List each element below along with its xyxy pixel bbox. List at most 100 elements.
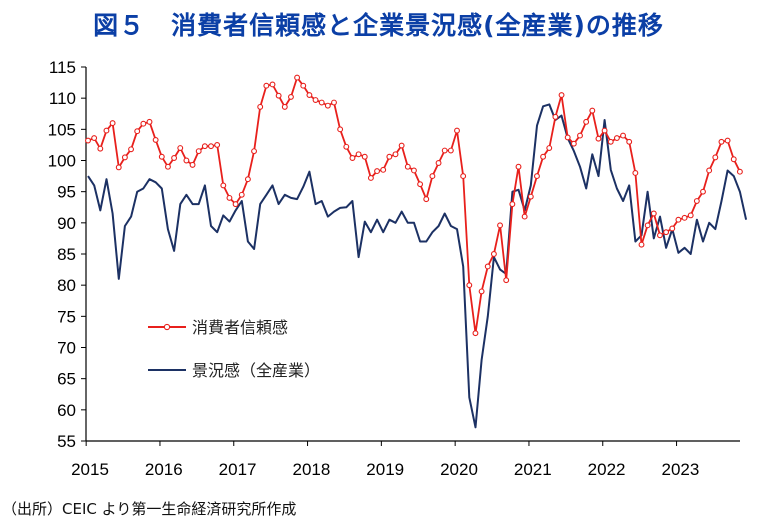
data-point bbox=[577, 132, 583, 139]
y-tick-label: 85 bbox=[57, 245, 76, 264]
data-point bbox=[730, 156, 737, 163]
data-point bbox=[533, 173, 540, 180]
x-tick-label: 2022 bbox=[588, 460, 626, 479]
y-tick-label: 110 bbox=[49, 89, 76, 108]
x-tick-label: 2023 bbox=[661, 460, 699, 479]
data-point bbox=[478, 288, 485, 295]
data-point bbox=[656, 232, 663, 239]
data-point bbox=[374, 168, 380, 175]
data-point bbox=[632, 170, 639, 176]
data-point bbox=[700, 188, 706, 195]
data-point bbox=[244, 176, 251, 183]
data-point bbox=[509, 201, 516, 208]
data-point bbox=[607, 138, 614, 145]
data-point bbox=[638, 241, 645, 248]
data-point bbox=[515, 163, 522, 170]
data-point bbox=[91, 135, 98, 142]
x-tick-label: 2021 bbox=[514, 460, 552, 479]
data-point bbox=[546, 145, 553, 151]
x-tick-label: 2018 bbox=[292, 460, 330, 479]
data-point bbox=[263, 82, 270, 89]
data-point bbox=[288, 93, 294, 100]
data-point bbox=[398, 142, 405, 149]
data-point bbox=[484, 263, 491, 270]
data-point bbox=[626, 138, 633, 145]
data-point bbox=[718, 138, 725, 145]
data-point bbox=[417, 181, 424, 188]
y-tick-label: 55 bbox=[57, 432, 76, 451]
data-point bbox=[736, 168, 743, 175]
x-tick-label: 2017 bbox=[219, 460, 257, 479]
data-point bbox=[435, 160, 442, 166]
data-point bbox=[404, 163, 411, 170]
data-point bbox=[429, 173, 436, 180]
series-lines bbox=[85, 74, 748, 429]
data-point bbox=[558, 92, 565, 99]
data-point bbox=[257, 103, 264, 110]
data-point bbox=[324, 102, 331, 109]
y-tick-label: 80 bbox=[57, 276, 76, 295]
source-note: （出所）CEIC より第一生命経済研究所作成 bbox=[2, 500, 297, 518]
data-point bbox=[109, 120, 116, 127]
data-point bbox=[441, 147, 448, 154]
data-point bbox=[189, 161, 196, 168]
data-point bbox=[669, 225, 676, 232]
data-point bbox=[269, 81, 276, 88]
data-point bbox=[681, 214, 688, 221]
data-point bbox=[386, 153, 393, 160]
data-point bbox=[85, 137, 91, 144]
data-point bbox=[201, 143, 208, 150]
data-point bbox=[275, 92, 282, 99]
data-point bbox=[675, 216, 682, 223]
data-point bbox=[601, 127, 608, 134]
data-point bbox=[613, 135, 620, 142]
legend-label: 景況感（全産業） bbox=[192, 361, 320, 380]
data-point bbox=[503, 277, 510, 284]
legend-label: 消費者信頼感 bbox=[192, 318, 288, 337]
chart-axes bbox=[85, 67, 740, 442]
data-point bbox=[687, 212, 694, 219]
data-point bbox=[447, 147, 454, 154]
data-point bbox=[583, 118, 590, 125]
data-point bbox=[724, 137, 731, 144]
data-point bbox=[589, 107, 596, 114]
data-point bbox=[208, 143, 214, 150]
data-point bbox=[466, 282, 473, 289]
data-point bbox=[706, 167, 713, 174]
data-point bbox=[306, 92, 313, 99]
y-tick-label: 105 bbox=[48, 120, 76, 139]
data-point bbox=[238, 191, 245, 198]
data-point bbox=[540, 153, 547, 160]
data-point bbox=[337, 126, 344, 133]
y-tick-label: 65 bbox=[57, 370, 76, 389]
data-point bbox=[183, 157, 190, 164]
data-point bbox=[343, 143, 350, 150]
data-point bbox=[121, 154, 128, 161]
y-tick-label: 90 bbox=[57, 214, 76, 233]
data-point bbox=[97, 145, 104, 152]
data-point bbox=[380, 166, 387, 173]
data-point bbox=[663, 229, 670, 236]
legend-marker bbox=[163, 323, 171, 331]
data-point bbox=[158, 153, 165, 160]
data-point bbox=[712, 154, 719, 161]
x-tick-label: 2015 bbox=[71, 460, 109, 479]
chart-title: 図５ 消費者信頼感と企業景況感(全産業)の推移 bbox=[93, 11, 664, 40]
data-point bbox=[650, 210, 657, 217]
y-tick-label: 115 bbox=[49, 58, 76, 77]
data-point bbox=[195, 148, 202, 155]
data-point bbox=[226, 194, 233, 201]
data-point bbox=[294, 74, 301, 81]
y-tick-label: 60 bbox=[57, 401, 76, 420]
x-tick-label: 2019 bbox=[366, 460, 404, 479]
data-point bbox=[128, 146, 135, 153]
data-point bbox=[355, 151, 362, 158]
data-point bbox=[411, 167, 417, 174]
x-tick-label: 2020 bbox=[440, 460, 478, 479]
data-point bbox=[146, 118, 153, 125]
data-point bbox=[521, 213, 528, 220]
data-point bbox=[570, 140, 577, 147]
data-point bbox=[349, 155, 356, 161]
